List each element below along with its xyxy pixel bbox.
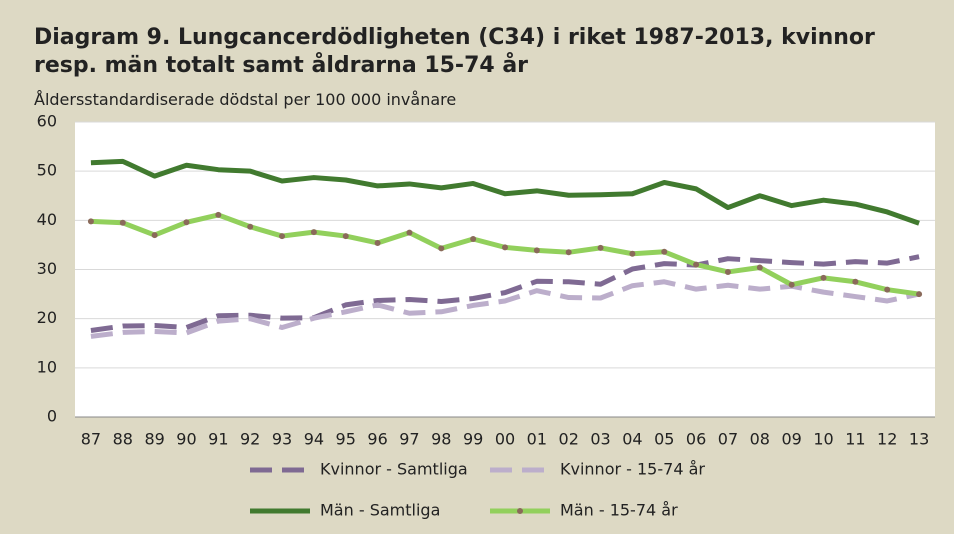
- series-marker: [215, 211, 222, 218]
- x-tick-label: 07: [718, 430, 738, 449]
- x-tick-label: 10: [813, 430, 833, 449]
- x-tick-label: 88: [113, 430, 133, 449]
- x-tick-label: 90: [176, 430, 196, 449]
- legend-label: Män - 15-74 år: [560, 501, 678, 520]
- x-tick-label: 11: [845, 430, 865, 449]
- series-line: [90, 279, 920, 339]
- y-tick-label: 60: [37, 112, 57, 131]
- y-tick-label: 50: [37, 161, 57, 180]
- x-tick-label: 00: [495, 430, 515, 449]
- series-line: [90, 158, 920, 226]
- series-marker: [661, 248, 668, 255]
- series-marker: [788, 281, 795, 288]
- series-marker: [438, 245, 445, 252]
- legend-label: Män - Samtliga: [320, 501, 440, 520]
- series-marker: [279, 233, 286, 240]
- x-tick-label: 02: [559, 430, 579, 449]
- y-tick-label: 10: [37, 357, 57, 376]
- y-tick-label: 0: [47, 407, 57, 426]
- legend-label: Kvinnor - 15-74 år: [560, 460, 705, 479]
- x-tick-label: 94: [304, 430, 324, 449]
- y-tick-label: 30: [37, 259, 57, 278]
- series-marker: [183, 219, 190, 226]
- x-tick-label: 12: [877, 430, 897, 449]
- series-marker: [533, 247, 540, 254]
- series-marker: [87, 218, 94, 225]
- x-tick-label: 13: [909, 430, 929, 449]
- series-marker: [884, 286, 891, 293]
- series-marker: [724, 268, 731, 275]
- x-tick-label: 95: [336, 430, 356, 449]
- series-marker: [119, 219, 126, 226]
- x-tick-label: 96: [367, 430, 387, 449]
- series-marker: [916, 291, 923, 298]
- series-marker: [470, 236, 477, 243]
- series-line: [90, 254, 920, 333]
- series-marker: [502, 244, 508, 251]
- series-marker: [406, 229, 413, 236]
- series-marker: [151, 232, 158, 239]
- x-tick-label: 04: [622, 430, 642, 449]
- series-marker: [597, 244, 604, 251]
- x-tick-label: 01: [527, 430, 547, 449]
- series-marker: [820, 274, 827, 281]
- series-marker: [310, 229, 317, 236]
- x-tick-label: 08: [750, 430, 770, 449]
- series-marker: [247, 223, 254, 230]
- series-marker: [693, 261, 700, 268]
- series-marker: [629, 250, 636, 257]
- x-tick-label: 98: [431, 430, 451, 449]
- series-marker: [374, 239, 381, 246]
- x-tick-label: 91: [208, 430, 228, 449]
- chart-title: Diagram 9. Lungcancerdödligheten (C34) i…: [34, 25, 875, 78]
- x-tick-label: 97: [399, 430, 419, 449]
- legend-label: Kvinnor - Samtliga: [320, 460, 468, 479]
- x-tick-label: 09: [781, 430, 801, 449]
- y-tick-label: 20: [37, 308, 57, 327]
- x-tick-label: 03: [590, 430, 610, 449]
- y-tick-label: 40: [37, 210, 57, 229]
- x-tick-label: 92: [240, 430, 260, 449]
- series-marker: [852, 278, 859, 285]
- x-tick-label: 99: [463, 430, 483, 449]
- x-tick-label: 06: [686, 430, 706, 449]
- series-marker: [342, 233, 349, 240]
- x-tick-label: 87: [81, 430, 101, 449]
- series-marker: [565, 249, 572, 256]
- x-tick-label: 05: [654, 430, 674, 449]
- x-tick-label: 89: [144, 430, 164, 449]
- x-tick-label: 93: [272, 430, 292, 449]
- legend-marker: [517, 508, 523, 514]
- chart-subtitle: Åldersstandardiserade dödstal per 100 00…: [34, 90, 457, 109]
- series-marker: [756, 264, 763, 271]
